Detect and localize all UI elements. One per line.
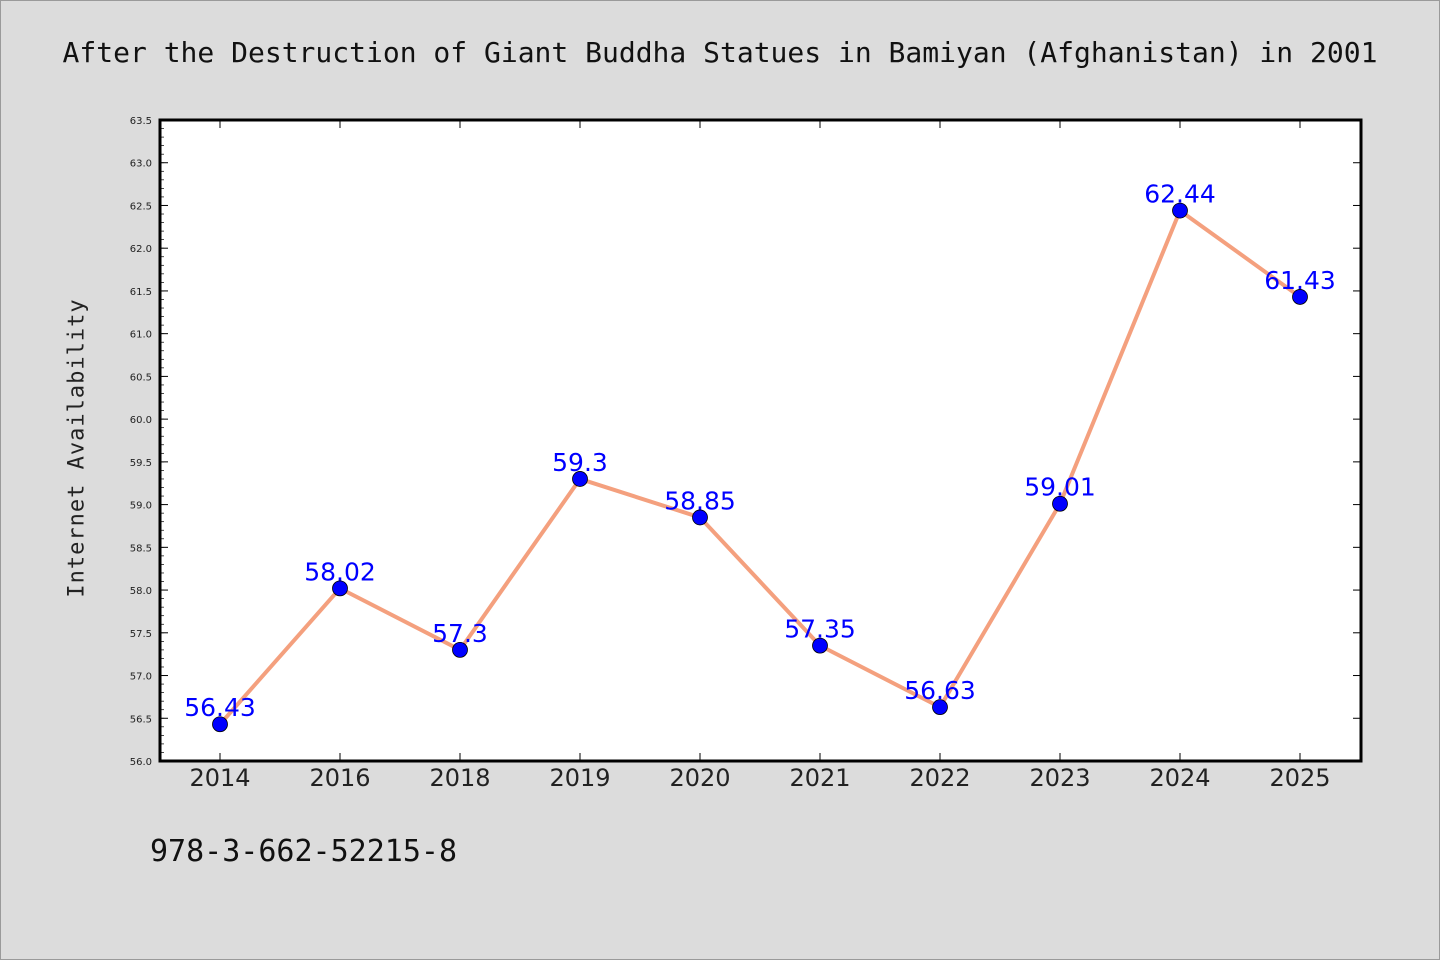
x-tick-label: 2018 — [429, 764, 490, 792]
y-tick-label: 63.0 — [130, 159, 152, 170]
chart-title: After the Destruction of Giant Buddha St… — [62, 36, 1378, 69]
plot-border — [158, 118, 1363, 763]
data-point — [1172, 202, 1188, 219]
data-point — [692, 509, 708, 526]
data-point — [572, 471, 588, 487]
data-point — [212, 716, 228, 733]
data-label: 56.43 — [184, 693, 256, 722]
data-label: 59.3 — [552, 448, 608, 477]
data-point — [1052, 495, 1068, 512]
data-label: 58.02 — [304, 557, 376, 586]
y-tick-label: 61.5 — [130, 287, 152, 298]
x-tick-label: 2023 — [1029, 764, 1090, 792]
data-point — [1292, 289, 1308, 305]
x-tick-label: 2022 — [909, 764, 970, 792]
x-tick-label: 2019 — [549, 764, 610, 792]
x-tick-label: 2025 — [1269, 764, 1330, 792]
series-line — [218, 208, 1302, 726]
x-tick-label: 2024 — [1149, 764, 1210, 792]
y-tick-label: 58.5 — [130, 543, 152, 554]
y-tick-label: 63.5 — [130, 116, 152, 127]
y-tick-label: 59.0 — [130, 501, 152, 512]
y-tick-label: 60.5 — [130, 372, 152, 383]
isbn-footer: 978-3-662-52215-8 — [150, 834, 458, 869]
x-tick-label: 2020 — [669, 764, 730, 792]
x-tick-label: 2021 — [789, 764, 850, 792]
y-tick-label: 62.5 — [130, 201, 152, 212]
data-label: 57.3 — [432, 619, 488, 648]
y-tick-label: 58.0 — [130, 586, 152, 597]
y-tick-label: 59.5 — [130, 458, 152, 469]
x-tick-label: 2014 — [189, 764, 250, 792]
y-tick-label: 56.5 — [130, 714, 152, 725]
y-tick-label: 60.0 — [130, 415, 152, 426]
data-label: 58.85 — [664, 486, 736, 515]
data-point — [932, 699, 948, 716]
data-label: 56.63 — [904, 676, 976, 705]
plot-area — [160, 120, 1361, 761]
data-point — [332, 580, 348, 597]
data-labels: 56.43 58.02 57.3 59.3 58.85 57.35 56.63 59.01 62… — [184, 180, 1336, 723]
data-label: 59.01 — [1024, 473, 1096, 502]
data-label: 61.43 — [1264, 266, 1336, 295]
x-tick-label: 2016 — [309, 764, 370, 792]
data-label: 57.35 — [784, 615, 856, 644]
data-point — [452, 641, 468, 658]
y-tick-label: 62.0 — [130, 244, 152, 255]
y-tick-label: 61.0 — [130, 330, 152, 341]
y-tick-label: 56.0 — [130, 757, 152, 768]
y-tick-label: 57.0 — [130, 672, 152, 683]
series-markers — [212, 202, 1308, 733]
data-label: 62.44 — [1144, 180, 1216, 209]
y-tick-label: 57.5 — [130, 629, 152, 640]
y-axis: 56.0 56.5 57.0 57.5 58.0 58.5 59.0 59.5 60.0 60.5… — [130, 116, 1361, 768]
data-point — [812, 637, 828, 654]
x-axis: 2014 2016 2018 2019 2020 2021 2022 2023 2024 2025 — [189, 120, 1331, 792]
